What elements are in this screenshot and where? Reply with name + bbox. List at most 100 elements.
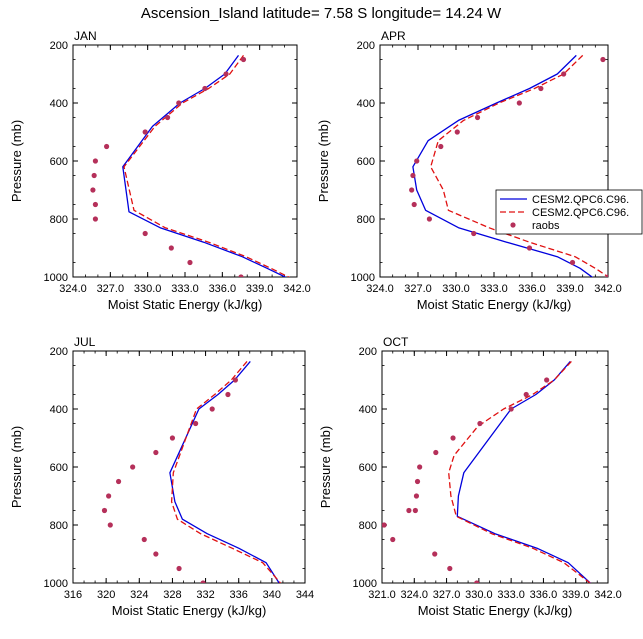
raobs-point-jul (193, 420, 199, 427)
x-tick-label-oct: 336.0 (530, 589, 558, 601)
panel-title-jan: JAN (74, 29, 97, 43)
raobs-point-oct (544, 377, 550, 383)
y-axis-title-oct: Pressure (mb) (318, 426, 333, 508)
y-tick-label-oct: 800 (359, 520, 377, 532)
y-tick-label-jan: 400 (50, 98, 68, 110)
x-tick-label-oct: 330.0 (465, 589, 493, 601)
figure-title: Ascension_Island latitude= 7.58 S longit… (141, 5, 502, 22)
raobs-point-jul (153, 551, 159, 557)
raobs-point-apr (414, 158, 420, 164)
series-group-jan (90, 55, 291, 277)
y-tick-label-jul: 200 (50, 346, 68, 358)
x-tick-label-jul: 340 (263, 589, 281, 601)
panel-title-oct: OCT (383, 335, 409, 349)
model-dashed-line-apr (430, 54, 608, 277)
panel-jan: 324.0 327.0 330.0 333.0 336.0 339.0 342.0 200 40… (9, 29, 311, 312)
raobs-point-jan (176, 100, 182, 106)
x-tick-label-jul: 316 (64, 589, 82, 601)
model-solid-line-jul (169, 360, 280, 583)
model-solid-line-oct (456, 360, 592, 583)
raobs-point-oct (477, 420, 483, 427)
x-tick-label-jan: 333.0 (171, 283, 199, 295)
raobs-point-oct (417, 464, 423, 470)
legend: CESM2.QPC6.C96.CESM2.QPC6.C96.raobs (495, 189, 643, 235)
x-tick-label-apr: 327.0 (404, 283, 432, 295)
raobs-point-apr (600, 56, 606, 63)
y-axis-title-jul: Pressure (mb) (9, 426, 24, 508)
raobs-point-oct (406, 507, 412, 514)
y-tick-label-oct: 600 (359, 462, 377, 474)
legend-label: raobs (532, 220, 560, 232)
x-tick-label-apr: 339.0 (556, 283, 584, 295)
y-tick-label-apr: 600 (357, 156, 375, 168)
y-tick-label-jul: 1000 (44, 578, 68, 590)
x-tick-label-apr: 333.0 (480, 283, 508, 295)
raobs-point-jul (169, 435, 176, 441)
raobs-point-apr (516, 100, 522, 106)
raobs-point-apr (538, 85, 544, 92)
raobs-point-jul (141, 536, 147, 543)
legend-label: CESM2.QPC6.C96. (532, 207, 629, 219)
raobs-point-apr (410, 172, 416, 179)
plot-frame-oct (381, 350, 609, 584)
x-axis-title-jul: Moist Static Energy (kJ/kg) (112, 603, 267, 618)
panels-layer: 324.0 327.0 330.0 333.0 336.0 339.0 342.0 200 40… (9, 29, 622, 618)
raobs-point-jan (142, 230, 148, 237)
y-tick-label-oct: 200 (359, 346, 377, 358)
raobs-point-jan (223, 71, 229, 77)
y-tick-label-jan: 200 (50, 40, 68, 52)
raobs-point-jan (104, 143, 110, 150)
raobs-point-apr (526, 245, 533, 251)
x-tick-label-jan: 330.0 (134, 283, 162, 295)
x-tick-label-apr: 330.0 (442, 283, 470, 295)
x-axis-title-apr: Moist Static Energy (kJ/kg) (417, 297, 572, 312)
raobs-point-jul (130, 464, 136, 470)
raobs-point-jan (142, 129, 148, 135)
x-axis-title-jan: Moist Static Energy (kJ/kg) (108, 297, 263, 312)
plot-frame-jan (72, 44, 298, 278)
model-dashed-line-jul (170, 360, 282, 583)
x-tick-label-jan: 336.0 (209, 283, 237, 295)
raobs-point-apr (471, 230, 477, 237)
x-tick-label-oct: 324.0 (401, 589, 429, 601)
raobs-point-jul (232, 377, 238, 383)
series-group-jul (101, 360, 282, 583)
raobs-point-apr (474, 114, 481, 121)
raobs-point-jul (153, 449, 159, 456)
x-tick-label-jul: 320 (97, 589, 115, 601)
x-axis-title-oct: Moist Static Energy (kJ/kg) (418, 603, 573, 618)
raobs-point-jul (106, 493, 112, 499)
legend-label: CESM2.QPC6.C96. (532, 194, 629, 206)
raobs-point-jan (168, 245, 174, 251)
x-tick-label-oct: 327.0 (433, 589, 461, 601)
raobs-point-jan (92, 216, 98, 222)
raobs-point-apr (426, 216, 432, 222)
x-tick-label-jan: 342.0 (283, 283, 311, 295)
raobs-point-oct (390, 536, 396, 543)
raobs-point-jan (92, 158, 98, 164)
raobs-point-oct (414, 478, 421, 485)
raobs-point-oct (523, 391, 529, 398)
raobs-point-oct (382, 522, 387, 528)
panel-oct: 321.0 324.0 327.0 330.0 333.0 336.0 339.0 342.0… (318, 335, 622, 618)
y-tick-label-jul: 400 (50, 404, 68, 416)
raobs-point-jul (107, 522, 113, 528)
y-tick-label-apr: 400 (357, 98, 375, 110)
raobs-point-oct (412, 507, 418, 514)
x-tick-label-jul: 328 (163, 589, 181, 601)
raobs-point-apr (605, 274, 608, 277)
raobs-point-jul (101, 507, 108, 514)
raobs-point-oct (447, 565, 453, 572)
x-tick-label-jan: 324.0 (59, 283, 87, 295)
raobs-point-apr (561, 71, 567, 77)
y-tick-label-jan: 1000 (44, 272, 68, 284)
raobs-point-oct (433, 449, 439, 456)
panel-jul: 316 320 324 328 332 336 340 344 200 400 600 800 1000… (9, 335, 314, 618)
y-tick-label-jan: 600 (50, 156, 68, 168)
x-tick-label-jul: 344 (296, 589, 314, 601)
raobs-point-jan (91, 172, 97, 179)
x-tick-label-apr: 324.0 (366, 283, 394, 295)
raobs-point-jul (200, 580, 206, 583)
x-tick-label-jul: 332 (196, 589, 214, 601)
